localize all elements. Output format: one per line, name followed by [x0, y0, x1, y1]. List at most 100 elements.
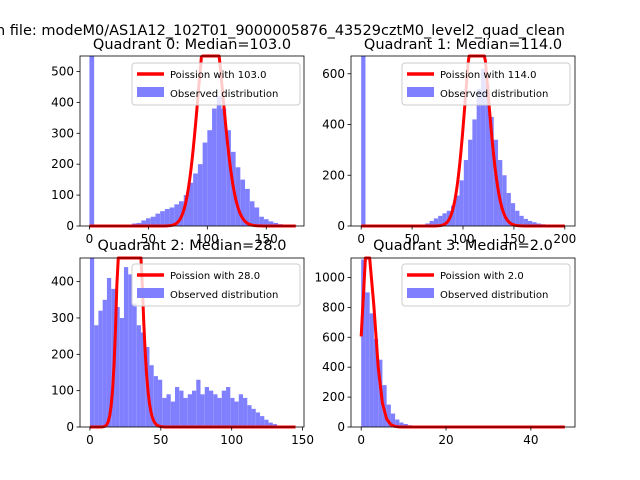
axes: 0 50 100 150 0 100 200 300 400 500	[51, 55, 305, 246]
histogram-bar	[238, 394, 244, 427]
legend-box	[401, 263, 571, 307]
legend-poisson-label: Poission with 2.0	[440, 271, 524, 282]
axes-frame	[79, 55, 305, 227]
histogram-bar	[123, 267, 129, 427]
y-tick-label: 200	[322, 168, 345, 182]
panel-quadrant-0: Quadrant 0: Median=103.0 0 50 100 150 0 100 20…	[51, 37, 305, 246]
histogram-bar	[264, 419, 269, 427]
histogram-bar	[160, 211, 165, 226]
panel-quadrant-2: 0 50 100 150 0 100 200 300 400 Quadrant 2: Media…	[51, 238, 314, 447]
histogram-bar	[395, 419, 400, 427]
legend-box	[131, 263, 301, 307]
legend-histogram-label: Observed distribution	[440, 89, 548, 100]
histogram-bar	[193, 173, 198, 226]
legend-poisson-label: Poission with 28.0	[170, 271, 260, 282]
histogram-bar	[527, 220, 533, 226]
histogram-bar	[519, 215, 524, 226]
histogram-bar	[221, 108, 227, 226]
histogram-bar	[212, 108, 217, 226]
legend-box	[131, 62, 301, 106]
axes-frame	[79, 257, 305, 428]
y-tick-label: 600	[322, 330, 345, 344]
y-tick-label: 200	[51, 347, 74, 361]
histogram-bar	[429, 220, 434, 226]
histogram-bar	[162, 397, 167, 427]
histogram-bar	[155, 213, 161, 226]
histogram-bar	[480, 68, 486, 226]
legend: Poission with 114.0 Observed distributio…	[401, 62, 571, 106]
histogram-bar	[102, 299, 107, 427]
histogram-bar	[234, 401, 239, 427]
x-tick-label: 50	[141, 232, 156, 246]
histogram-bar	[485, 83, 490, 226]
histogram-bar	[455, 195, 460, 226]
histogram-bar	[217, 397, 222, 427]
y-tick-label: 300	[51, 126, 74, 140]
histogram-bar	[260, 416, 265, 427]
legend-histogram-swatch	[407, 87, 434, 97]
legend-histogram-swatch	[137, 288, 164, 298]
panel-title: Quadrant 1: Median=114.0	[364, 37, 562, 53]
axes-frame	[350, 257, 576, 428]
histogram-bar	[235, 167, 241, 226]
histogram-bar	[179, 390, 184, 427]
histogram-bar	[273, 222, 279, 226]
histogram-bar	[200, 394, 205, 427]
histogram-bar	[532, 222, 537, 226]
histogram-bar	[174, 204, 180, 226]
histogram-bar	[169, 207, 175, 226]
histogram-bar	[468, 139, 473, 226]
histogram-bar	[369, 313, 374, 427]
y-tick-label: 100	[51, 384, 74, 398]
axes: 0 50 100 150 0 100 200 300 400	[51, 257, 314, 447]
histogram-bar	[202, 142, 208, 226]
histogram-bar	[373, 338, 379, 427]
y-tick-label: 400	[51, 95, 74, 109]
histogram-bar	[132, 303, 137, 427]
legend-histogram-swatch	[407, 288, 434, 298]
histogram-bar	[166, 394, 171, 427]
x-tick-label: 150	[291, 433, 314, 447]
histogram-bar	[146, 218, 151, 226]
histogram-bar	[192, 390, 197, 427]
histogram-bar	[515, 210, 520, 226]
y-tick-label: 800	[322, 300, 345, 314]
histogram-bar	[149, 365, 154, 427]
histogram-bar	[438, 215, 443, 226]
histogram-bar	[207, 130, 213, 226]
legend-histogram-label: Observed distribution	[170, 89, 278, 100]
legend-box	[401, 62, 571, 106]
axes: 0 50 100 150 200 0 200 400 600	[322, 55, 576, 246]
histogram-bar	[106, 277, 112, 427]
x-tick-label: 150	[255, 232, 278, 246]
histogram-bar	[188, 182, 194, 226]
legend-histogram-swatch	[137, 87, 164, 97]
panel-title: Quadrant 0: Median=103.0	[93, 37, 291, 53]
histogram-bar	[251, 408, 256, 427]
histogram-bar	[268, 221, 274, 226]
histogram-bar	[245, 188, 250, 226]
panel-quadrant-1: Quadrant 1: Median=114.0 0 50 100 150 200 0 20…	[322, 37, 576, 246]
histogram-bar	[523, 218, 528, 226]
histogram-bar	[128, 274, 133, 427]
histogram-bar	[183, 397, 188, 427]
x-tick-label: 50	[404, 232, 419, 246]
legend-poisson-label: Poission with 114.0	[440, 70, 536, 81]
histogram-bar	[472, 119, 477, 226]
histogram-bar	[361, 259, 366, 427]
histogram-bar	[216, 96, 222, 226]
x-tick-label: 40	[523, 433, 538, 447]
histogram-bar	[459, 180, 464, 226]
histogram-bar	[170, 401, 175, 427]
histogram-bar	[196, 379, 201, 427]
histogram-bar	[174, 387, 180, 427]
histogram-bar	[502, 175, 507, 226]
histogram-bar	[249, 201, 255, 226]
histogram-bar	[230, 397, 235, 427]
histogram-bar	[433, 218, 439, 226]
x-tick-label: 100	[452, 232, 475, 246]
histogram-bar	[153, 376, 158, 427]
histogram-bar	[157, 379, 163, 427]
histogram-bar	[476, 88, 481, 226]
